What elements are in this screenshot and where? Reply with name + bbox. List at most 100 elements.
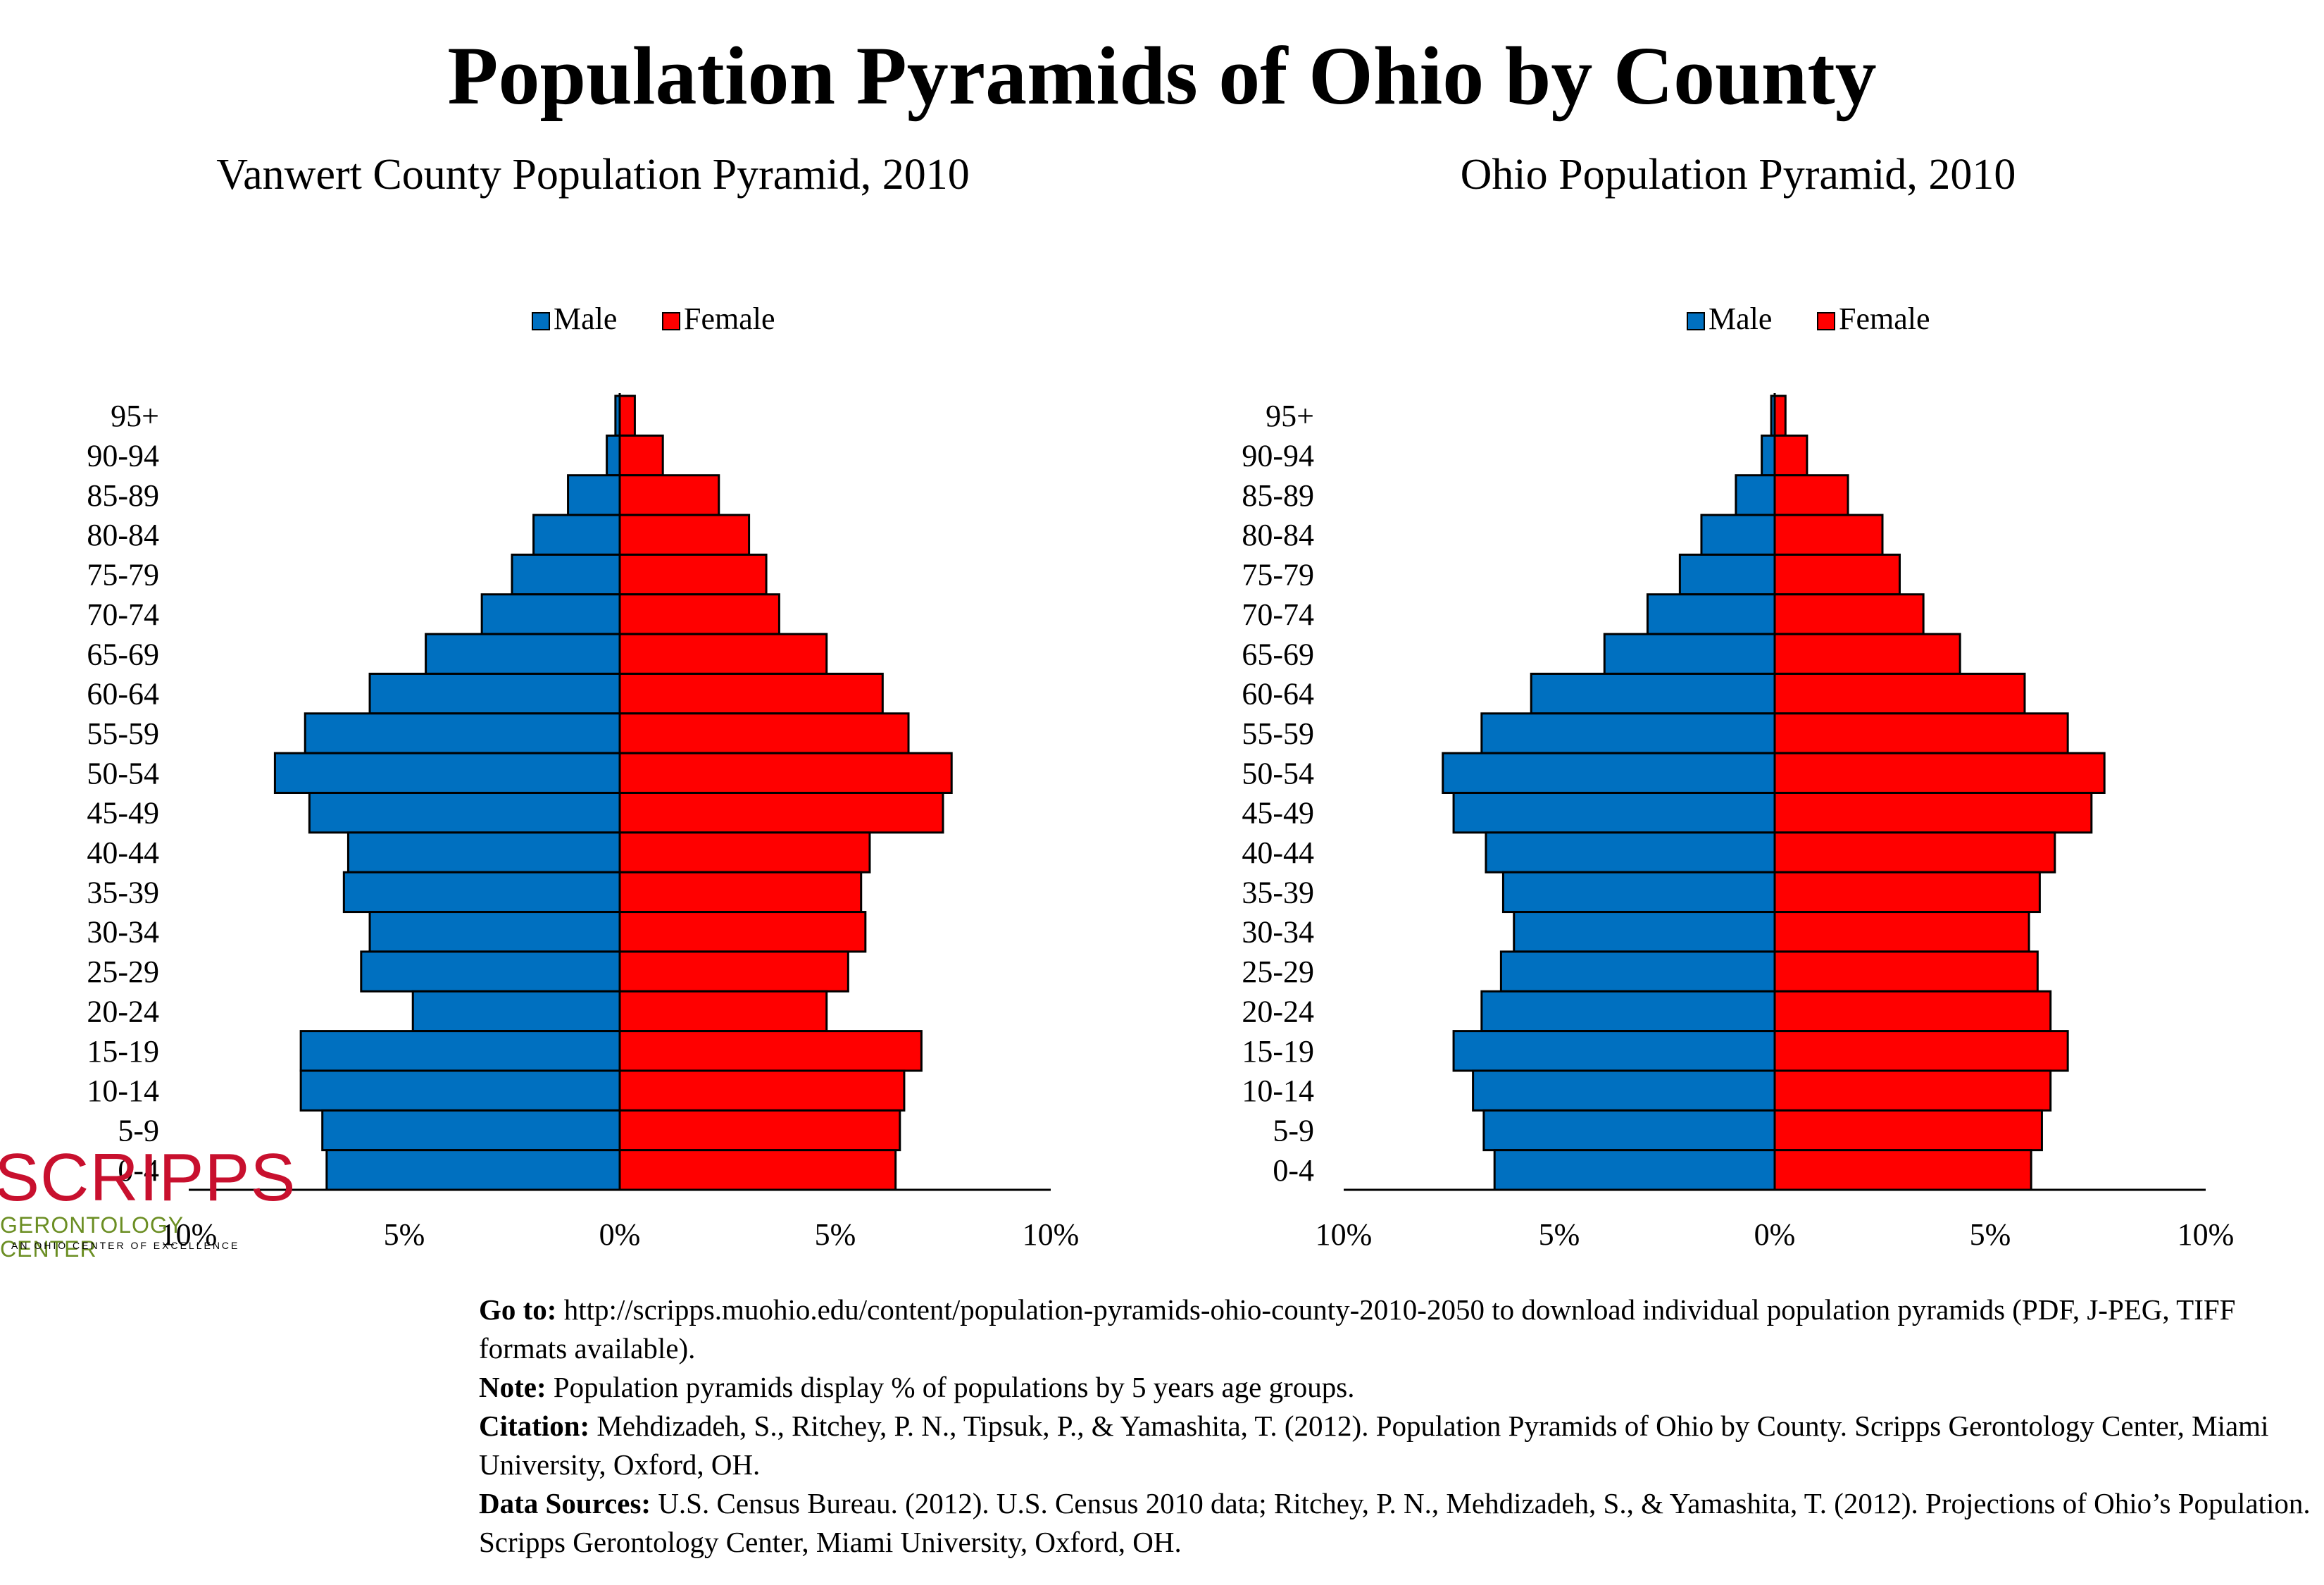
bar-female	[618, 831, 871, 874]
age-label: 10-14	[87, 1074, 159, 1108]
legend: Male Female	[532, 302, 775, 336]
age-label: 35-39	[87, 875, 159, 909]
bar-male	[532, 514, 621, 556]
note-note-label: Note:	[479, 1371, 546, 1403]
bar-male	[1480, 712, 1776, 754]
note-sources-text: U.S. Census Bureau. (2012). U.S. Census …	[479, 1487, 2311, 1558]
legend: Male Female	[1687, 302, 1930, 336]
logo-tagline: AN OHIO CENTER OF EXCELLENCE	[11, 1240, 240, 1251]
bar-male	[299, 1030, 621, 1072]
bar-male	[411, 990, 621, 1033]
bar-male	[606, 434, 621, 477]
bar-female	[1773, 1109, 2043, 1152]
legend-swatch-male	[532, 312, 550, 330]
bar-male	[342, 871, 621, 914]
age-label: 15-19	[1242, 1034, 1314, 1069]
bar-male	[1480, 990, 1776, 1033]
age-label: 80-84	[87, 518, 159, 552]
chart-title-ohio: Ohio Population Pyramid, 2010	[1460, 151, 2016, 199]
bar-male	[1646, 593, 1776, 635]
legend-swatch-female	[1817, 312, 1835, 330]
age-label: 60-64	[87, 677, 159, 711]
bar-male	[1513, 911, 1776, 953]
pyramid-chart-county: Male Female 95+ 90-94 85-89 80-84 75-79 70-74 65…	[87, 302, 1079, 1252]
age-label: 25-29	[1242, 955, 1314, 989]
bars	[1442, 394, 2106, 1191]
note-goto: Go to: http://scripps.muohio.edu/content…	[479, 1291, 2317, 1368]
x-tick-label: 0%	[599, 1217, 641, 1252]
bar-female	[1773, 950, 2039, 993]
legend-swatch-female	[662, 312, 680, 330]
age-label: 5-9	[118, 1113, 159, 1148]
age-label: 40-44	[87, 835, 159, 870]
x-tick-label: 5%	[1970, 1217, 2011, 1252]
bar-female	[618, 792, 944, 834]
bar-female	[1773, 1069, 2052, 1112]
logo-wordmark: SCRIPPS	[0, 1140, 296, 1215]
age-label: 95+	[111, 399, 159, 433]
chart-title-county: Vanwert County Population Pyramid, 2010	[216, 151, 970, 199]
bar-male	[321, 1109, 621, 1152]
bar-female	[1773, 712, 2069, 754]
x-tick-label: 5%	[384, 1217, 425, 1252]
bar-female	[618, 394, 636, 437]
legend-label-male: Male	[554, 302, 617, 336]
bar-female	[1773, 831, 2056, 874]
bar-male	[273, 752, 621, 795]
note-goto-text: http://scripps.muohio.edu/content/popula…	[479, 1293, 2236, 1365]
x-tick-label: 5%	[1539, 1217, 1580, 1252]
bars	[273, 394, 953, 1191]
age-label: 30-34	[87, 915, 159, 950]
bar-male	[325, 1149, 621, 1191]
x-tick-label: 10%	[1316, 1217, 1373, 1252]
bar-female	[618, 553, 768, 596]
age-label: 55-59	[1242, 716, 1314, 751]
bar-male	[1700, 514, 1776, 556]
bar-male	[1678, 553, 1776, 596]
age-label: 70-74	[1242, 597, 1314, 632]
bar-female	[618, 633, 828, 675]
bar-male	[1603, 633, 1776, 675]
bar-male	[308, 792, 621, 834]
note-citation-text: Mehdizadeh, S., Ritchey, P. N., Tipsuk, …	[479, 1410, 2269, 1481]
bar-male	[368, 672, 621, 715]
bar-female	[1773, 871, 2041, 914]
bar-male	[480, 593, 621, 635]
age-labels: 95+ 90-94 85-89 80-84 75-79 70-74 65-69 60-64 55…	[87, 399, 159, 1188]
age-label: 50-54	[87, 756, 159, 790]
bar-female	[618, 752, 953, 795]
age-label: 85-89	[1242, 478, 1314, 513]
age-label: 45-49	[87, 796, 159, 831]
bar-female	[1773, 990, 2052, 1033]
bar-female	[618, 474, 720, 516]
legend-label-female: Female	[684, 302, 775, 336]
age-label: 20-24	[87, 994, 159, 1028]
note-note-text: Population pyramids display % of populat…	[546, 1371, 1355, 1403]
note-citation: Citation: Mehdizadeh, S., Ritchey, P. N.…	[479, 1407, 2317, 1484]
age-label: 40-44	[1242, 835, 1314, 870]
bar-male	[1530, 672, 1776, 715]
age-label: 60-64	[1242, 677, 1314, 711]
note-citation-label: Citation:	[479, 1410, 590, 1442]
scripps-logo: SCRIPPS GERONTOLOGY CENTER AN OHIO CENTE…	[0, 1141, 295, 1262]
x-tick-label: 5%	[815, 1217, 856, 1252]
age-label: 0-4	[1273, 1153, 1314, 1188]
x-tick-labels: 10% 5% 0% 5% 10%	[1316, 1217, 2235, 1252]
bar-female	[1773, 474, 1849, 516]
bar-female	[1773, 633, 1961, 675]
age-label: 10-14	[1242, 1074, 1314, 1108]
bar-male	[1493, 1149, 1776, 1191]
bar-female	[618, 871, 863, 914]
pyramid-chart-ohio: Male Female 95+ 90-94 85-89 80-84 75-79 70-74 65…	[1242, 302, 2235, 1252]
bar-male	[1501, 871, 1776, 914]
age-label: 75-79	[87, 558, 159, 592]
bar-female	[618, 672, 884, 715]
bar-female	[1773, 792, 2093, 834]
bar-female	[1773, 1030, 2069, 1072]
note-note: Note: Population pyramids display % of p…	[479, 1368, 2317, 1407]
legend-label-male: Male	[1708, 302, 1772, 336]
note-sources: Data Sources: U.S. Census Bureau. (2012)…	[479, 1484, 2317, 1562]
bar-female	[618, 1030, 923, 1072]
age-label: 75-79	[1242, 558, 1314, 592]
bar-female	[1773, 752, 2106, 795]
